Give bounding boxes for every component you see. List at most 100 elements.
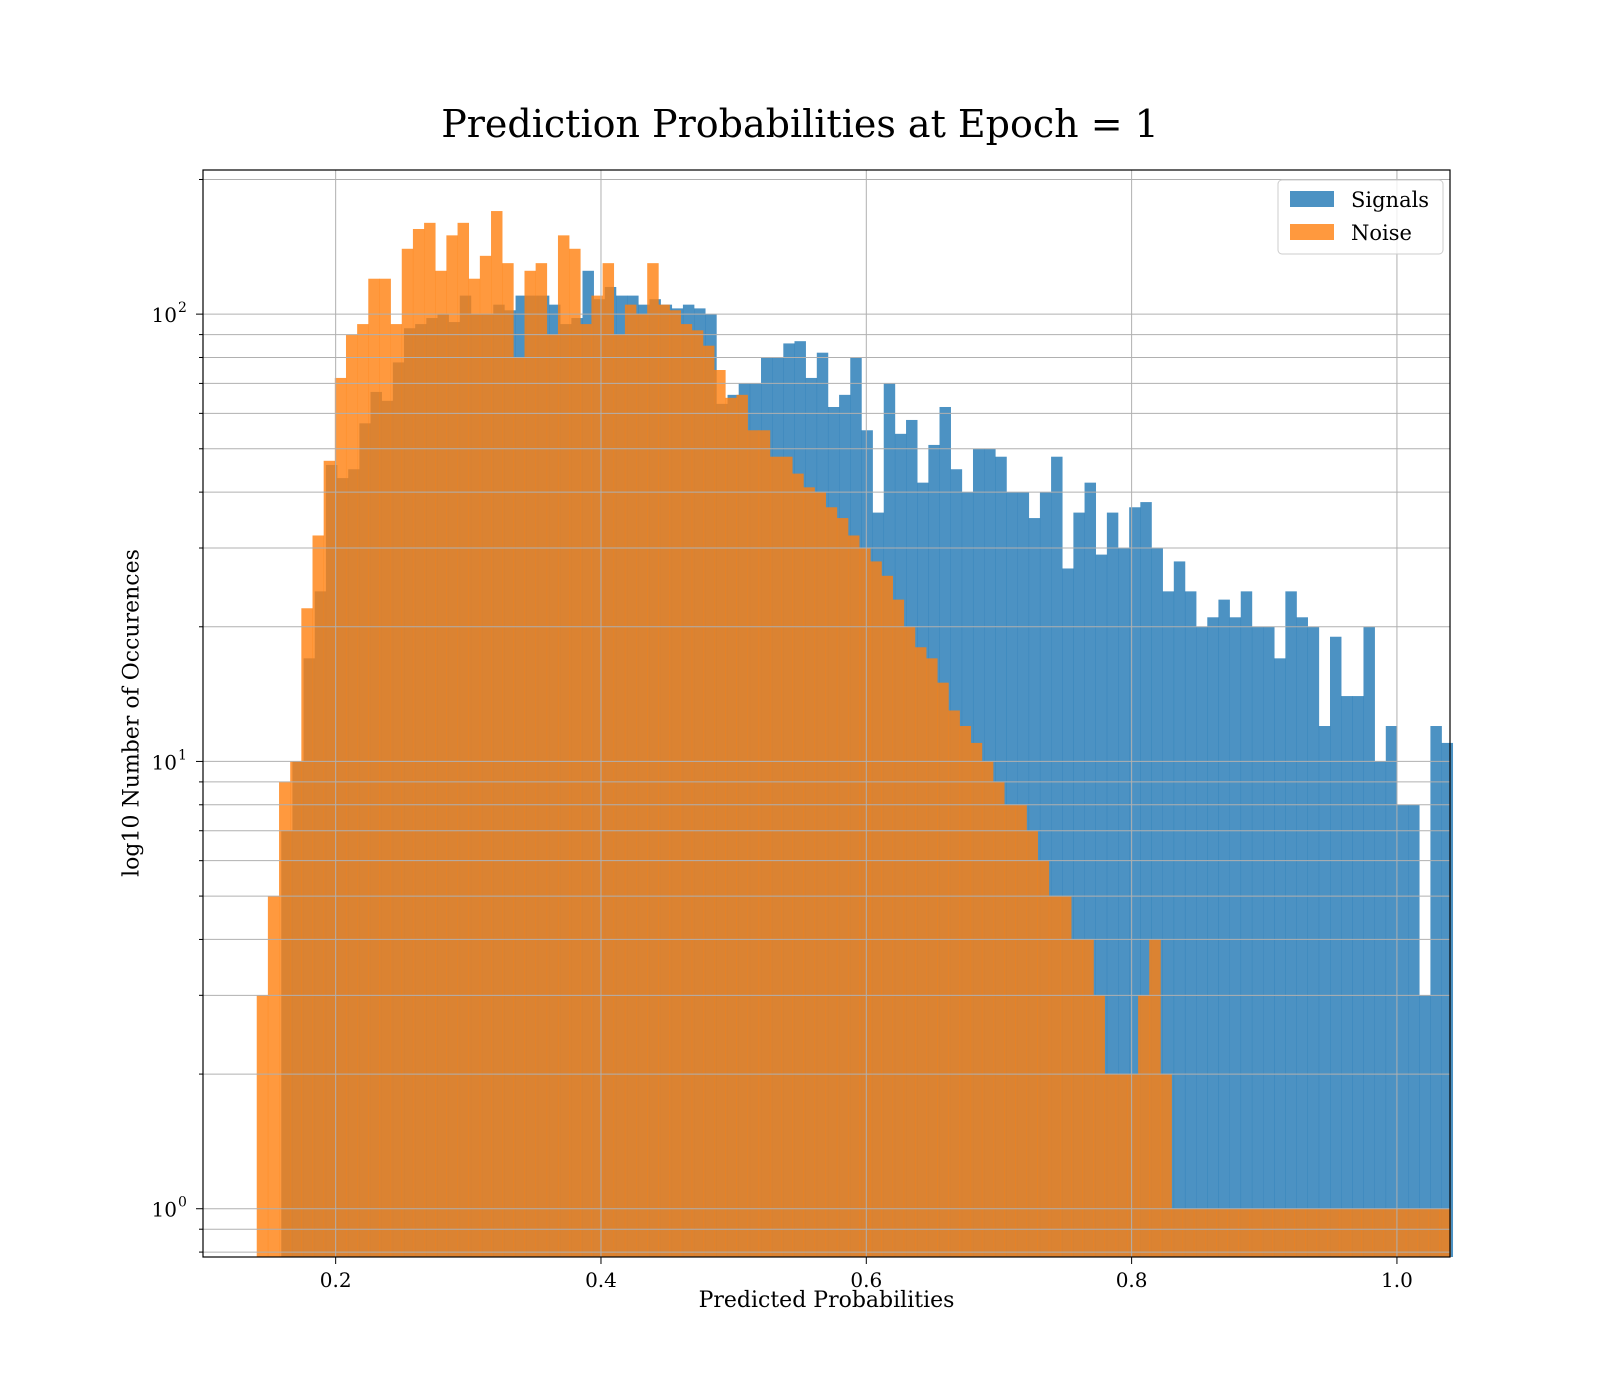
bar-noise bbox=[1082, 939, 1094, 1257]
bar-noise bbox=[714, 370, 726, 1257]
bar-noise bbox=[725, 397, 737, 1257]
bar-signals bbox=[1374, 761, 1387, 1257]
bar-noise bbox=[814, 492, 827, 1257]
bar-signals bbox=[1352, 696, 1364, 1257]
bar-signals bbox=[1229, 617, 1242, 1257]
bar-noise bbox=[580, 324, 592, 1258]
bar-noise bbox=[993, 781, 1005, 1257]
bar-noise bbox=[1227, 1208, 1239, 1257]
bar-signals bbox=[1441, 742, 1454, 1257]
bar-noise bbox=[926, 658, 938, 1257]
bar-noise bbox=[1417, 1208, 1429, 1257]
bar-noise bbox=[613, 334, 626, 1258]
bar-signals bbox=[1162, 591, 1175, 1257]
bar-noise bbox=[1171, 1208, 1184, 1257]
bar-noise bbox=[680, 324, 693, 1258]
bar-noise bbox=[267, 896, 280, 1257]
x-tick-label: 1.0 bbox=[1381, 1268, 1413, 1292]
bar-noise bbox=[1026, 830, 1038, 1257]
bar-noise bbox=[870, 561, 882, 1257]
grid-layer bbox=[203, 170, 1450, 1257]
bar-noise bbox=[758, 430, 771, 1257]
bar-noise bbox=[345, 334, 358, 1258]
bar-noise bbox=[1372, 1208, 1384, 1257]
bar-noise bbox=[658, 304, 670, 1257]
x-axis-label: Predicted Probabilities bbox=[698, 1288, 955, 1313]
bar-noise bbox=[424, 222, 436, 1258]
y-tick-label: 10 bbox=[152, 750, 177, 774]
bar-noise bbox=[903, 626, 916, 1257]
bar-noise bbox=[624, 304, 637, 1257]
bar-noise bbox=[1439, 1208, 1451, 1257]
x-tick-label: 0.2 bbox=[320, 1268, 352, 1292]
legend-label-signals: Signals bbox=[1351, 188, 1429, 212]
legend-label-noise: Noise bbox=[1351, 221, 1412, 245]
bar-noise bbox=[1316, 1208, 1329, 1257]
bar-noise bbox=[959, 726, 972, 1257]
bar-noise bbox=[446, 235, 458, 1258]
bar-signals bbox=[1207, 617, 1219, 1257]
bar-signals bbox=[1430, 726, 1442, 1257]
bar-noise bbox=[948, 710, 960, 1257]
bar-signals bbox=[1363, 626, 1375, 1257]
bar-noise bbox=[736, 394, 748, 1258]
bar-noise bbox=[1394, 1208, 1407, 1257]
bar-noise bbox=[334, 377, 347, 1257]
bar-noise bbox=[669, 310, 681, 1257]
x-tick-label: 0.4 bbox=[585, 1268, 617, 1292]
bar-noise bbox=[1071, 939, 1083, 1257]
bar-signals bbox=[1129, 507, 1141, 1257]
bar-signals bbox=[1173, 561, 1186, 1257]
bar-signals bbox=[1118, 548, 1130, 1257]
bar-signals bbox=[1218, 599, 1230, 1257]
bar-noise bbox=[457, 222, 470, 1258]
bar-noise bbox=[323, 460, 336, 1257]
bar-signals bbox=[1385, 726, 1398, 1257]
bar-noise bbox=[1138, 995, 1150, 1257]
bar-noise bbox=[1004, 804, 1016, 1257]
x-tick-label: 0.8 bbox=[1116, 1268, 1148, 1292]
bar-noise bbox=[256, 995, 269, 1257]
bar-noise bbox=[524, 270, 536, 1257]
bar-noise bbox=[792, 473, 804, 1257]
bar-noise bbox=[937, 682, 949, 1257]
bar-noise bbox=[1149, 939, 1161, 1257]
bar-signals bbox=[1240, 591, 1253, 1257]
bar-noise bbox=[1361, 1208, 1373, 1257]
bar-noise bbox=[1428, 1208, 1440, 1257]
bar-noise bbox=[390, 324, 403, 1258]
bar-signals bbox=[1296, 617, 1308, 1257]
bar-noise bbox=[1338, 1208, 1351, 1257]
bar-signals bbox=[1251, 626, 1264, 1257]
bar-noise bbox=[1037, 860, 1050, 1257]
bar-signals bbox=[1285, 591, 1297, 1257]
bar-signals bbox=[1263, 626, 1275, 1257]
bar-noise bbox=[1193, 1208, 1206, 1257]
bar-noise bbox=[881, 575, 893, 1257]
bar-noise bbox=[279, 781, 291, 1257]
bar-noise bbox=[546, 334, 559, 1258]
y-tick-exponent: 2 bbox=[178, 300, 187, 316]
bar-noise bbox=[1104, 1074, 1117, 1257]
bar-noise bbox=[1327, 1208, 1340, 1257]
bar-noise bbox=[513, 357, 525, 1258]
bar-noise bbox=[1216, 1208, 1228, 1257]
bar-noise bbox=[1182, 1208, 1195, 1257]
y-axis-label: log10 Number of Occurences bbox=[119, 549, 145, 877]
bar-noise bbox=[970, 742, 983, 1257]
bar-noise bbox=[1249, 1208, 1262, 1257]
bar-noise bbox=[502, 263, 514, 1257]
bar-noise bbox=[290, 761, 302, 1257]
series-noise bbox=[256, 211, 1451, 1258]
bar-noise bbox=[691, 330, 704, 1258]
bar-signals bbox=[1095, 554, 1108, 1257]
bar-noise bbox=[647, 263, 659, 1257]
bar-noise bbox=[825, 507, 838, 1257]
bar-noise bbox=[781, 456, 793, 1258]
bar-noise bbox=[1271, 1208, 1284, 1257]
bars-layer bbox=[256, 211, 1454, 1258]
bar-signals bbox=[1084, 482, 1097, 1257]
bar-signals bbox=[1073, 512, 1085, 1257]
bar-noise bbox=[357, 324, 369, 1258]
bar-noise bbox=[435, 270, 447, 1257]
